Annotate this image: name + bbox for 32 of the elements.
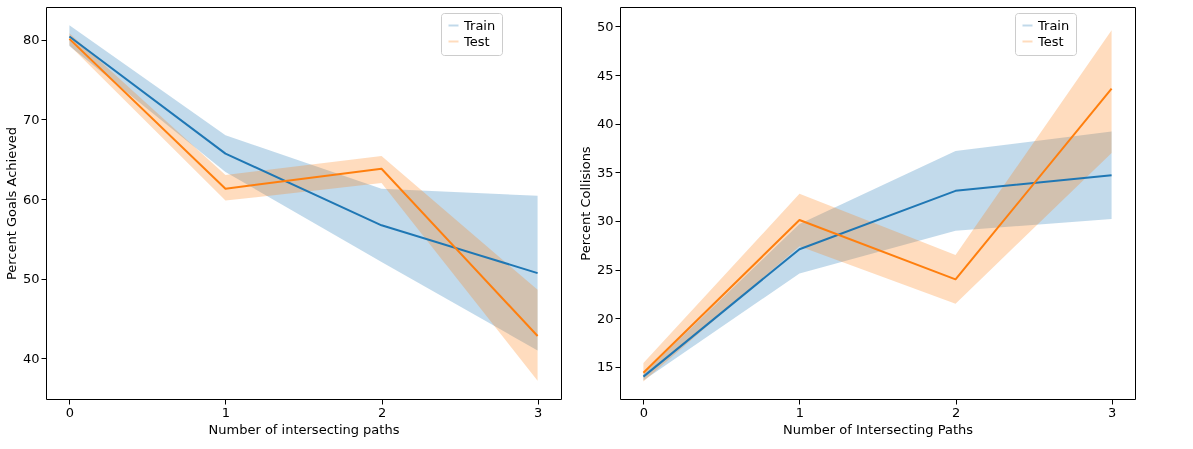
y-tick-label: 25 <box>596 262 614 278</box>
y-tick-label: 35 <box>596 164 614 180</box>
y-tick-label: 60 <box>22 191 40 207</box>
legend-label: Train <box>463 17 496 33</box>
y-tick-label: 50 <box>596 18 614 34</box>
x-tick-label: 2 <box>377 404 387 420</box>
x-tick-label: 1 <box>221 404 231 420</box>
y-tick-label: 20 <box>596 310 614 326</box>
line-series <box>68 35 539 275</box>
x-tick-label: 3 <box>533 404 543 420</box>
y-tick-label: 30 <box>596 213 614 229</box>
y-tick-label: 15 <box>596 359 614 375</box>
line-series <box>642 174 1113 378</box>
x-tick-label: 0 <box>65 404 75 420</box>
line-series <box>642 87 1113 374</box>
y-axis-title: Percent Goals Achieved <box>3 126 19 281</box>
legend-label: Test <box>1037 33 1064 49</box>
y-tick-label: 70 <box>22 111 40 127</box>
y-axis-title: Percent Collisions <box>577 146 593 261</box>
x-tick-label: 2 <box>951 404 961 420</box>
x-tick-label: 3 <box>1107 404 1117 420</box>
x-axis-title: Number of intersecting paths <box>208 421 400 437</box>
y-tick-label: 80 <box>22 32 40 48</box>
y-tick-label: 50 <box>22 271 40 287</box>
y-tick-label: 40 <box>596 116 614 132</box>
y-tick-label: 40 <box>22 350 40 366</box>
x-tick-label: 1 <box>795 404 805 420</box>
x-tick-label: 0 <box>639 404 649 420</box>
x-axis-title: Number of Intersecting Paths <box>782 421 974 437</box>
y-tick-label: 45 <box>596 67 614 83</box>
legend-label: Test <box>463 33 490 49</box>
legend-label: Train <box>1037 17 1070 33</box>
